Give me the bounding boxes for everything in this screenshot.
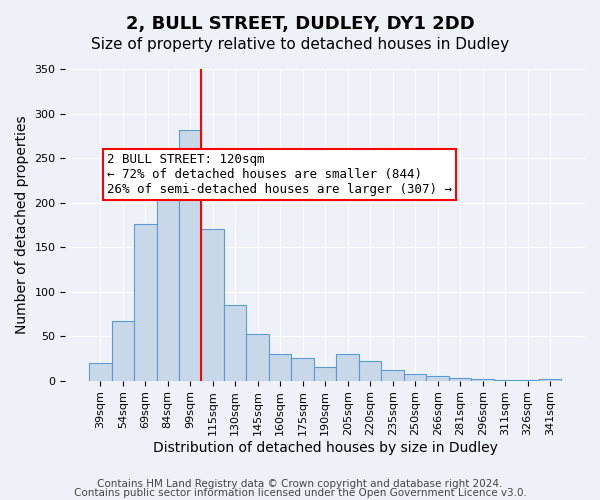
- Text: 2, BULL STREET, DUDLEY, DY1 2DD: 2, BULL STREET, DUDLEY, DY1 2DD: [125, 15, 475, 33]
- Text: Contains public sector information licensed under the Open Government Licence v3: Contains public sector information licen…: [74, 488, 526, 498]
- Bar: [179, 130, 202, 380]
- Bar: [112, 321, 134, 380]
- Bar: [292, 358, 314, 380]
- Bar: [539, 379, 562, 380]
- Bar: [427, 376, 449, 380]
- Bar: [134, 224, 157, 380]
- Text: Contains HM Land Registry data © Crown copyright and database right 2024.: Contains HM Land Registry data © Crown c…: [97, 479, 503, 489]
- Bar: [202, 230, 224, 380]
- X-axis label: Distribution of detached houses by size in Dudley: Distribution of detached houses by size …: [153, 441, 497, 455]
- Bar: [157, 159, 179, 380]
- Bar: [247, 334, 269, 380]
- Y-axis label: Number of detached properties: Number of detached properties: [15, 116, 29, 334]
- Bar: [359, 361, 382, 380]
- Bar: [449, 378, 472, 380]
- Bar: [472, 379, 494, 380]
- Bar: [224, 305, 247, 380]
- Bar: [337, 354, 359, 380]
- Bar: [314, 368, 337, 380]
- Bar: [269, 354, 292, 380]
- Text: 2 BULL STREET: 120sqm
← 72% of detached houses are smaller (844)
26% of semi-det: 2 BULL STREET: 120sqm ← 72% of detached …: [107, 153, 452, 196]
- Bar: [89, 363, 112, 380]
- Bar: [404, 374, 427, 380]
- Text: Size of property relative to detached houses in Dudley: Size of property relative to detached ho…: [91, 38, 509, 52]
- Bar: [382, 370, 404, 380]
